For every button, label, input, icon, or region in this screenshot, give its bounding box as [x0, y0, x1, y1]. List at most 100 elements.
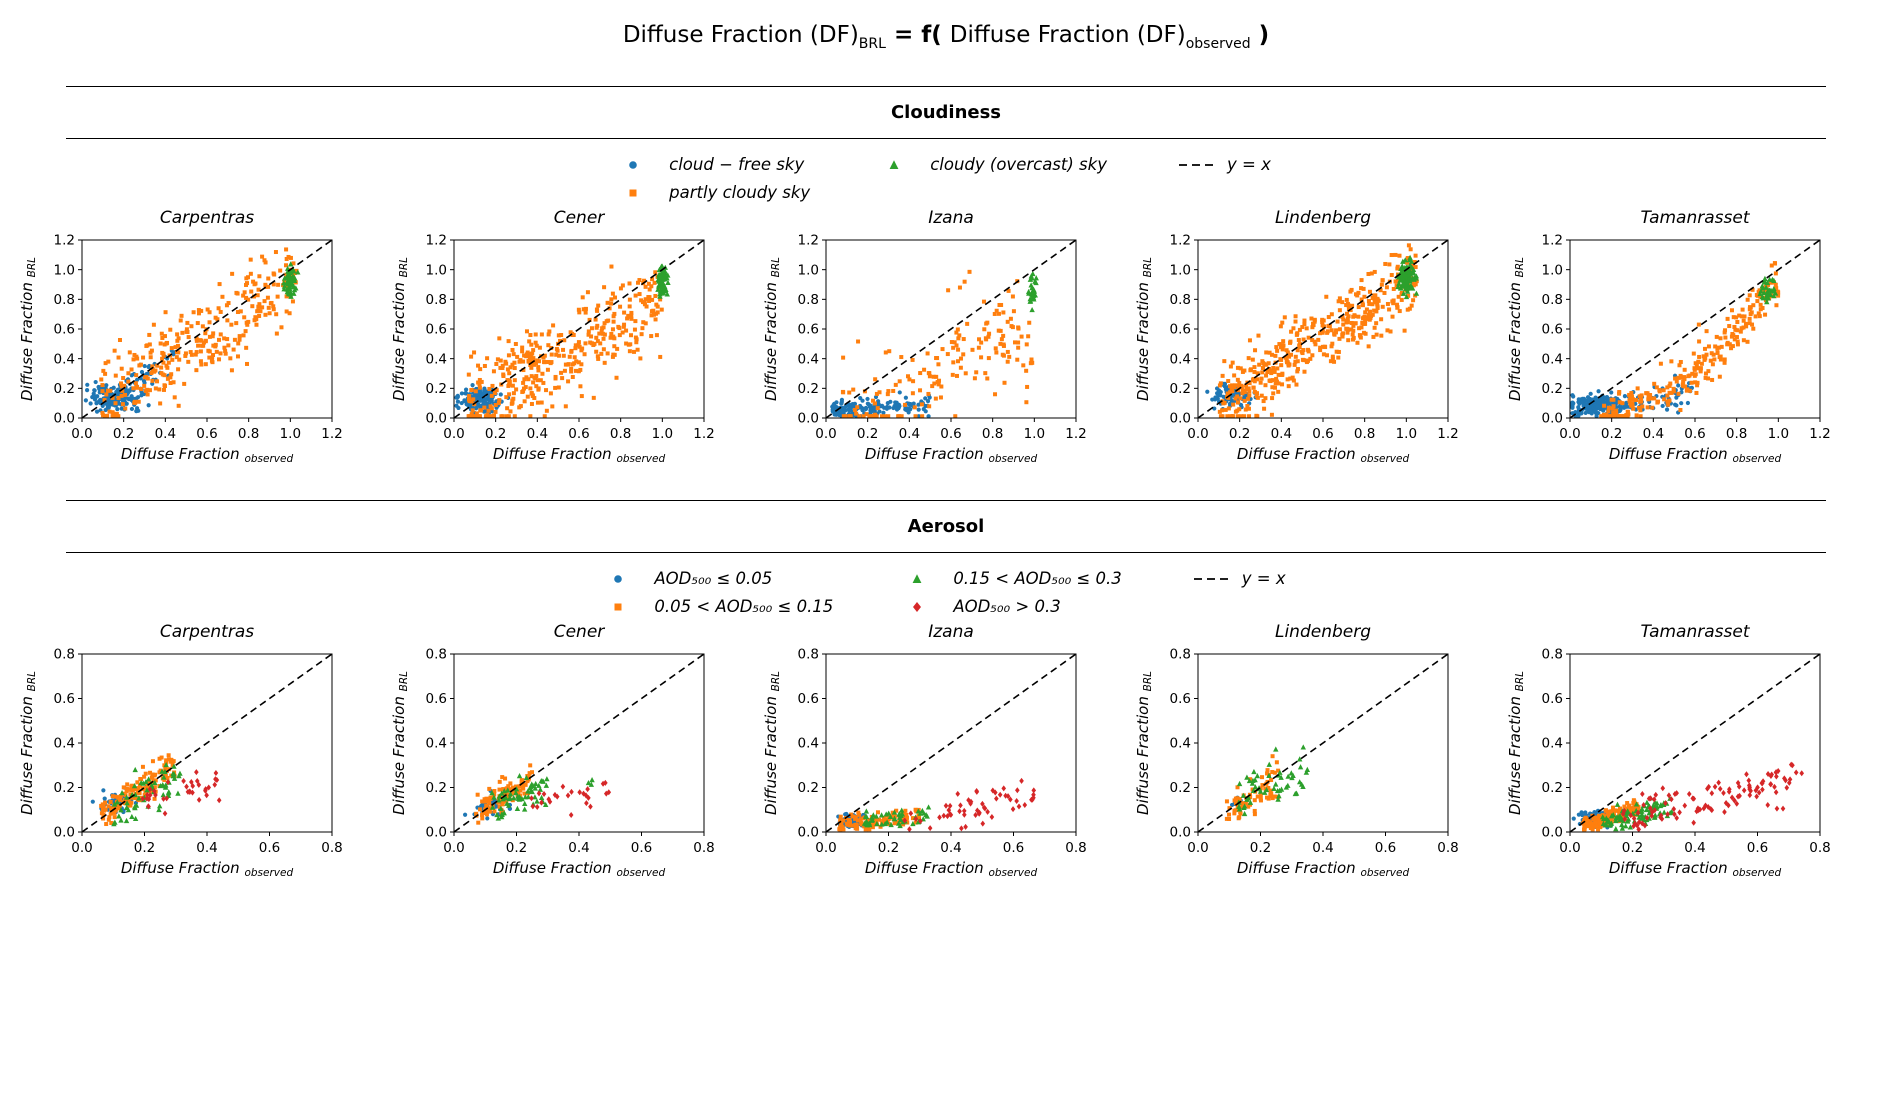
svg-text:0.4: 0.4 — [196, 840, 217, 856]
svg-text:0.8: 0.8 — [1437, 840, 1458, 856]
plot-lindenberg-aerosol: Lindenberg 0.0 0.0 0.2 0.2 0.4 0.4 0.6 0.6 0.8 0.8… — [1134, 622, 1502, 884]
x-axis-label: Diffuse Fraction observed — [493, 859, 666, 879]
legend-label: cloud − free sky — [669, 155, 805, 174]
svg-text:1.0: 1.0 — [426, 262, 447, 278]
plot-title: Lindenberg — [1274, 622, 1372, 642]
svg-text:0.8: 0.8 — [1726, 426, 1747, 442]
svg-text:0.6: 0.6 — [1684, 426, 1705, 442]
svg-text:0.6: 0.6 — [1170, 322, 1191, 338]
plot-title: Tamanrasset — [1640, 208, 1750, 228]
svg-text:1.2: 1.2 — [693, 426, 714, 442]
circle-marker-icon — [621, 158, 659, 172]
section-aerosol: Aerosol AOD₅₀₀ ≤ 0.05 0.05 < AOD₅₀₀ ≤ 0.15… — [0, 500, 1892, 884]
dash-marker-icon — [1193, 572, 1232, 586]
svg-text:0.2: 0.2 — [1622, 840, 1643, 856]
svg-text:0.0: 0.0 — [798, 825, 819, 841]
x-axis-label: Diffuse Fraction observed — [865, 445, 1038, 465]
svg-text:0.0: 0.0 — [443, 426, 464, 442]
series-diamond — [140, 769, 222, 817]
svg-text:0.8: 0.8 — [1170, 292, 1191, 308]
svg-text:0.4: 0.4 — [54, 351, 75, 367]
svg-text:0.0: 0.0 — [443, 840, 464, 856]
plot-canvas: 0.00.0 0.2 0.2 0.4 0.4 0.6 0.6 0.8 0.8 Diffuse Fr… — [1506, 647, 1831, 879]
legend-item: y = x — [1178, 155, 1271, 174]
plot-canvas: 0.00.0 0.2 0.2 0.4 0.4 0.6 0.6 0.8 0.8 1.0 1.0 1.2 1… — [1506, 233, 1831, 465]
svg-text:0.8: 0.8 — [54, 292, 75, 308]
x-axis-label: Diffuse Fraction observed — [1237, 859, 1410, 879]
svg-text:0.8: 0.8 — [426, 292, 447, 308]
plot-lindenberg-cloudiness: Lindenberg 0.0 0.0 0.2 0.2 0.4 0.4 0.6 0.6 0.8 0.8… — [1134, 208, 1502, 470]
legend-item: partly cloudy sky — [621, 183, 810, 202]
series-triangle — [111, 761, 183, 827]
legend-label: AOD₅₀₀ ≤ 0.05 — [654, 569, 773, 588]
identity-line — [453, 239, 705, 419]
identity-line — [453, 653, 705, 833]
legend-item: 0.15 < AOD₅₀₀ ≤ 0.3 — [905, 569, 1122, 588]
series-square — [466, 264, 665, 419]
svg-text:0.6: 0.6 — [940, 426, 961, 442]
svg-text:0.2: 0.2 — [798, 381, 819, 397]
svg-text:1.0: 1.0 — [1542, 262, 1563, 278]
plot-title: Izana — [928, 622, 974, 642]
svg-text:0.6: 0.6 — [798, 691, 819, 707]
y-axis-label: Diffuse Fraction BRL — [18, 257, 38, 401]
section-cloudiness: Cloudiness cloud − free sky partly cloudy … — [0, 86, 1892, 470]
svg-text:0.2: 0.2 — [798, 780, 819, 796]
plot-canvas: 0.00.0 0.2 0.2 0.4 0.4 0.6 0.6 0.8 0.8 Diffuse Fr… — [18, 647, 343, 879]
svg-text:0.2: 0.2 — [1250, 840, 1271, 856]
svg-text:1.0: 1.0 — [798, 262, 819, 278]
triangle-marker-icon — [905, 572, 943, 586]
svg-text:0.4: 0.4 — [527, 426, 548, 442]
svg-text:0.0: 0.0 — [426, 825, 447, 841]
x-axis-label: Diffuse Fraction observed — [1609, 859, 1782, 879]
svg-text:0.4: 0.4 — [568, 840, 589, 856]
svg-text:0.0: 0.0 — [1559, 840, 1580, 856]
svg-text:0.0: 0.0 — [71, 426, 92, 442]
svg-text:0.8: 0.8 — [1809, 840, 1830, 856]
triangle-marker-icon — [882, 158, 920, 172]
svg-text:0.8: 0.8 — [693, 840, 714, 856]
square-marker-icon — [621, 186, 659, 200]
y-axis-label: Diffuse Fraction BRL — [762, 257, 782, 401]
x-axis-label: Diffuse Fraction observed — [1237, 445, 1410, 465]
plot-carpentras-cloudiness: Carpentras 0.0 0.0 0.2 0.2 0.4 0.4 0.6 0.6 0.8 0.8… — [18, 208, 386, 470]
svg-text:0.8: 0.8 — [1542, 647, 1563, 663]
svg-text:0.0: 0.0 — [798, 411, 819, 427]
series-square — [840, 269, 1035, 419]
svg-text:0.8: 0.8 — [982, 426, 1003, 442]
svg-text:0.4: 0.4 — [1170, 351, 1191, 367]
identity-line — [1569, 239, 1821, 419]
plot-izana-aerosol: Izana 0.0 0.0 0.2 0.2 0.4 0.4 0.6 0.6 0.8 0.8 Diffu… — [762, 622, 1130, 884]
svg-text:0.6: 0.6 — [54, 322, 75, 338]
figure-root: Cloudiness cloud − free sky partly cloudy … — [0, 86, 1892, 884]
svg-text:0.0: 0.0 — [71, 840, 92, 856]
svg-text:1.2: 1.2 — [321, 426, 342, 442]
svg-text:1.0: 1.0 — [1768, 426, 1789, 442]
svg-text:0.0: 0.0 — [1187, 840, 1208, 856]
svg-text:0.8: 0.8 — [610, 426, 631, 442]
plots-row: Carpentras 0.0 0.0 0.2 0.2 0.4 0.4 0.6 0.6 0.8 0.8… — [0, 208, 1892, 470]
title-part-3: Diffuse Fraction (DF) — [949, 22, 1186, 48]
svg-text:1.2: 1.2 — [1437, 426, 1458, 442]
series-triangle — [489, 773, 595, 821]
svg-text:0.2: 0.2 — [1542, 780, 1563, 796]
svg-text:0.6: 0.6 — [426, 691, 447, 707]
svg-text:0.4: 0.4 — [798, 736, 819, 752]
legend: cloud − free sky partly cloudy sky cloudy … — [0, 155, 1892, 202]
svg-text:0.4: 0.4 — [940, 840, 961, 856]
section-heading: Aerosol — [907, 516, 985, 537]
svg-text:0.6: 0.6 — [1003, 840, 1024, 856]
plot-title: Izana — [928, 208, 974, 228]
series-triangle — [1395, 254, 1420, 300]
svg-text:0.4: 0.4 — [798, 351, 819, 367]
svg-text:0.0: 0.0 — [1170, 411, 1191, 427]
svg-text:0.2: 0.2 — [1229, 426, 1250, 442]
svg-text:1.2: 1.2 — [1542, 233, 1563, 249]
svg-text:0.2: 0.2 — [54, 780, 75, 796]
legend: AOD₅₀₀ ≤ 0.05 0.05 < AOD₅₀₀ ≤ 0.15 0.15 < … — [0, 569, 1892, 616]
plot-canvas: 0.00.0 0.2 0.2 0.4 0.4 0.6 0.6 0.8 0.8 1.0 1.0 1.2 1… — [1134, 233, 1459, 465]
legend-item: AOD₅₀₀ ≤ 0.05 — [606, 569, 833, 588]
section-heading: Cloudiness — [890, 102, 1002, 123]
svg-text:1.0: 1.0 — [280, 426, 301, 442]
y-axis-label: Diffuse Fraction BRL — [1134, 257, 1154, 401]
